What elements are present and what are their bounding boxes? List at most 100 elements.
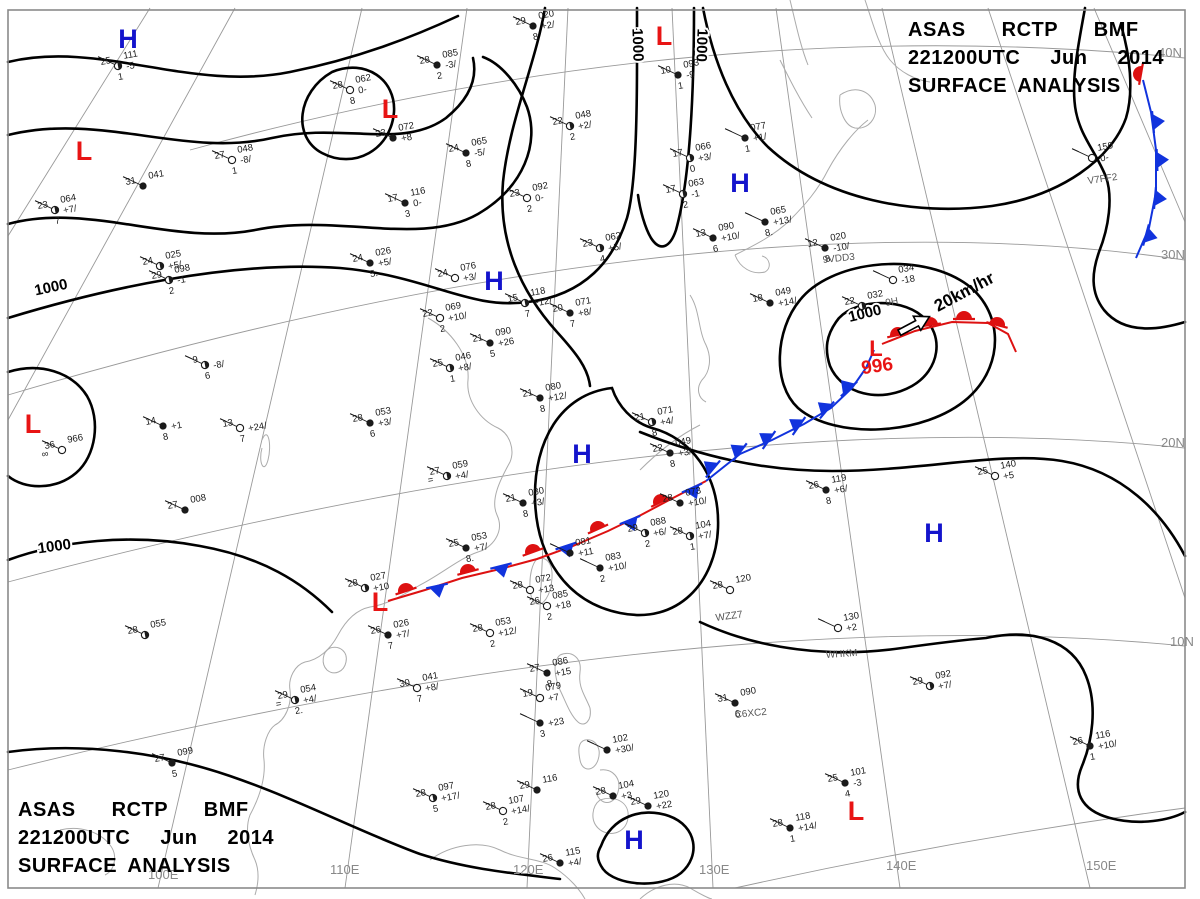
station-pressure-tendency: +14/ — [777, 295, 798, 309]
station-weather-group: 6 — [712, 243, 719, 255]
station-temperature: 29 — [151, 269, 163, 282]
station-pressure-tendency: +7/ — [937, 679, 953, 692]
station-pressure: 086 — [551, 655, 569, 669]
cloud-cover-symbol — [566, 549, 574, 557]
title-word: ANALYSIS — [127, 855, 231, 877]
wind-barb-tick — [669, 526, 677, 531]
cold-front-triangle — [840, 380, 855, 395]
cloud-cover-symbol — [345, 85, 355, 95]
station-pressure-tendency: -3/ — [444, 59, 457, 72]
station-pressure: 041 — [147, 168, 165, 182]
isobar-value-label: 1000 — [692, 28, 710, 62]
station-weather-group: 1 — [689, 541, 696, 553]
latitude-label: 30N — [1161, 247, 1185, 262]
isobar — [778, 262, 997, 431]
station-pressure-tendency: +8/ — [424, 681, 440, 694]
station-plot: 17 066+3/0 — [669, 140, 713, 175]
cloud-cover-symbol — [676, 499, 684, 507]
coastline — [864, 0, 931, 83]
station-pressure-tendency: +7/ — [473, 541, 489, 554]
station-pressure-tendency: +22 — [655, 799, 673, 813]
title-word: RCTP — [111, 799, 168, 821]
cloud-cover-symbol — [556, 859, 564, 867]
station-pressure-tendency: +4/ — [659, 415, 675, 428]
wind-barb-tick — [662, 184, 670, 189]
wind-barb-tick — [445, 538, 453, 543]
wind-barb-tick — [659, 493, 667, 498]
station-temperature: 29 — [912, 675, 924, 688]
coastline — [592, 797, 629, 834]
coastline — [595, 769, 620, 803]
station-pressure: 104 — [694, 518, 712, 532]
station-temperature: 25 — [827, 772, 839, 785]
station-weather-group: 2 — [168, 285, 175, 297]
station-callsign: C6XC2 — [734, 707, 768, 721]
coastline — [554, 653, 591, 725]
cloud-cover-symbol — [741, 134, 749, 142]
isobar-value-label: 1000 — [33, 276, 69, 300]
station-pressure: 088 — [649, 515, 667, 529]
low-pressure-value: 996 — [860, 354, 894, 379]
station-plot: 27 008 — [164, 492, 207, 514]
station-pressure-tendency: +15 — [554, 666, 572, 680]
wind-barb-tick — [519, 688, 527, 693]
wind-barb-tick — [579, 558, 587, 563]
station-pressure: 098 — [173, 262, 191, 276]
isobar-layer — [6, 6, 1187, 885]
station-weather-symbol: = — [275, 698, 283, 710]
cloud-cover-half — [689, 532, 694, 540]
station-weather-group: 2 — [526, 203, 533, 215]
station-weather-group: 1 — [1089, 751, 1096, 763]
station-temperature: 28 — [127, 624, 139, 637]
station-plot: 26 085+182 — [526, 588, 572, 623]
cold-front-triangle — [817, 402, 833, 417]
station-weather-group: 5 — [489, 348, 496, 360]
parallel-line — [734, 807, 1186, 889]
chart-title-top-right: ASAS RCTP BMF 221200UTC Jun 2014 SURFACE… — [908, 16, 1164, 100]
cold-front-triangle — [684, 484, 700, 499]
coastline — [59, 827, 116, 876]
station-temperature: 21 — [634, 411, 646, 424]
station-plot: 25 101-34 — [824, 765, 867, 800]
cold-front-triangle — [1154, 190, 1167, 206]
title-word: RCTP — [1001, 19, 1058, 41]
station-plot: 18 049+14/ — [749, 285, 798, 309]
station-pressure: 008 — [189, 492, 207, 506]
cloud-cover-half — [682, 190, 687, 198]
cold-front-triangle — [429, 584, 445, 598]
wind-barb-tick — [649, 443, 657, 448]
station-pressure: 150 — [1096, 140, 1114, 154]
title-word: BMF — [203, 799, 249, 821]
station-pressure-tendency: +4/ — [454, 469, 470, 482]
isobar — [596, 811, 695, 885]
cloud-cover-half — [651, 418, 656, 426]
cloud-cover-symbol — [596, 564, 604, 572]
cloud-cover-symbol — [435, 313, 445, 323]
wind-barb-tick — [211, 150, 219, 155]
cloud-cover-symbol — [450, 273, 460, 283]
coastline — [578, 739, 600, 770]
station-pressure-tendency: +3/ — [530, 496, 546, 509]
wind-barb-tick — [509, 580, 517, 585]
station-pressure-tendency: 0- — [357, 84, 367, 96]
wind-barb-tick — [519, 713, 527, 718]
station-temperature: 17 — [672, 147, 684, 160]
cloud-cover-half — [204, 361, 209, 369]
station-plot: 30 041+8/7 — [396, 670, 440, 705]
station-pressure-tendency: +10/ — [1097, 738, 1118, 752]
isobar — [6, 14, 460, 78]
parallel-line — [7, 241, 1186, 396]
station-plot: 28 027+10 — [344, 570, 390, 594]
cloud-cover-symbol — [525, 585, 535, 595]
station-temperature: 24 — [437, 267, 449, 280]
station-plot: 22 032 — [841, 288, 884, 311]
station-pressure: 064 — [59, 192, 77, 206]
station-weather-group: 3 — [539, 728, 546, 740]
title-word: BMF — [1093, 19, 1139, 41]
isobar — [6, 366, 97, 488]
station-pressure-tendency: +26 — [497, 336, 515, 350]
wind-barb-tick — [692, 228, 700, 233]
station-plot: 21 080+12/8 — [519, 380, 568, 415]
